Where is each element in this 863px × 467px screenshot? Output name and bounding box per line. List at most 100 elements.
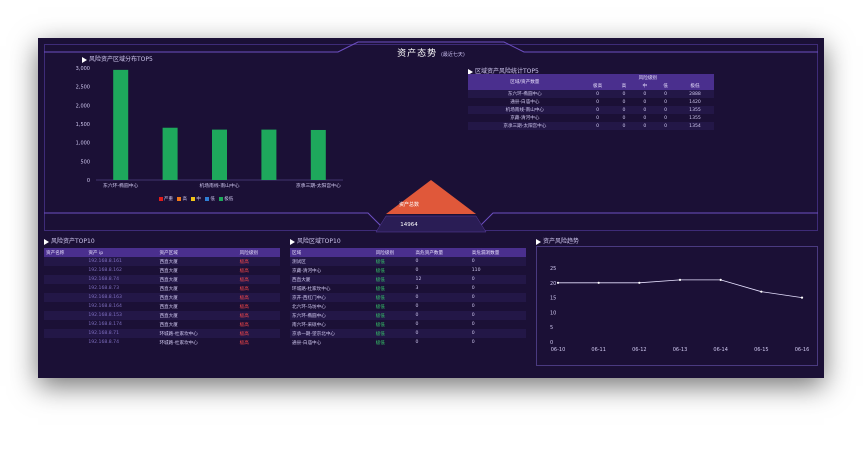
- table-cell: 0: [469, 302, 526, 311]
- region-risk-stats-title: 区域资产风险统计TOP5: [468, 66, 539, 75]
- table-cell: 极低: [373, 320, 414, 329]
- col-level: 中: [634, 82, 656, 90]
- bar: [162, 127, 178, 180]
- table-row[interactable]: 通县-白庙中心 极低 0 0: [290, 338, 526, 347]
- table-row[interactable]: 192.168.8.163 西直大厦 极高: [44, 293, 280, 302]
- table-cell: 0: [634, 98, 656, 106]
- page-title: 资产态势 (最近七天): [397, 49, 465, 59]
- table-cell: 极低: [373, 302, 414, 311]
- table-row[interactable]: 京承一期-望京北中心 极低 0 0: [290, 329, 526, 338]
- legend-label: 低: [210, 197, 215, 202]
- table-row[interactable]: 192.168.8.161 西直大厦 极高: [44, 257, 280, 266]
- table-row[interactable]: 192.168.8.74 西直大厦 极高: [44, 275, 280, 284]
- col-region: 区域/资产数量: [468, 74, 582, 90]
- asset-total-pyramid: [375, 180, 487, 233]
- table-cell: 192.168.8.163: [86, 293, 158, 302]
- table-row[interactable]: 京藏-清河中心 0 0 0 0 1355: [468, 114, 714, 122]
- table-cell: 0: [413, 311, 470, 320]
- table-cell: 0: [655, 106, 676, 114]
- table-row[interactable]: 机场南线-南山中心 0 0 0 0 1355: [468, 106, 714, 114]
- table-cell: 极低: [373, 284, 414, 293]
- table-cell: 1355: [676, 114, 714, 122]
- table-row[interactable]: 192.168.8.71 环城路-杜家坎中心 极高: [44, 329, 280, 338]
- table-cell: 极高: [237, 320, 280, 329]
- table-row[interactable]: 京开-西红门中心 极低 0 0: [290, 293, 526, 302]
- risk-region-title: 风险资产区域分布TOP5: [82, 54, 153, 63]
- table-row[interactable]: 环城路-杜家坎中心 极低 3 0: [290, 284, 526, 293]
- table-row[interactable]: 通县-白庙中心 0 0 0 0 1420: [468, 98, 714, 106]
- table-cell: 0: [613, 122, 635, 130]
- y-tick-label: 1,000: [76, 141, 90, 147]
- asset-risk-trend-title: 资产风险趋势: [536, 236, 579, 245]
- table-row[interactable]: 西直大厦 极低 12 0: [290, 275, 526, 284]
- table-cell: 0: [581, 90, 614, 98]
- table-cell: 0: [581, 98, 614, 106]
- table-cell: 极低: [373, 293, 414, 302]
- table-cell: 192.168.8.162: [86, 266, 158, 275]
- table-cell: 极高: [237, 284, 280, 293]
- table-cell: 0: [413, 302, 470, 311]
- table-cell: 北六环-马坊中心: [290, 302, 374, 311]
- table-cell: 1420: [676, 98, 714, 106]
- y-tick-label: 2,000: [76, 103, 90, 109]
- table-cell: 0: [469, 311, 526, 320]
- table-row[interactable]: 东六环-椭圆中心 极低 0 0: [290, 311, 526, 320]
- table-cell: 0: [469, 338, 526, 347]
- table-cell: 0: [469, 293, 526, 302]
- table-cell: 环城路-杜家坎中心: [290, 284, 374, 293]
- trend-chart-frame: [536, 246, 818, 366]
- table-cell: 0: [413, 320, 470, 329]
- table-row[interactable]: 测试区 极低 0 0: [290, 257, 526, 266]
- table-row[interactable]: 东六环-椭圆中心 0 0 0 0 2888: [468, 90, 714, 98]
- trend-point: [638, 281, 641, 284]
- table-cell: 极低: [373, 257, 414, 266]
- legend-swatch-critical: [159, 196, 163, 201]
- table-cell: 极低: [373, 275, 414, 284]
- table-cell: 2888: [676, 90, 714, 98]
- table-cell: [44, 257, 87, 266]
- legend-label: 严重: [164, 197, 173, 202]
- table-cell: 3: [413, 284, 470, 293]
- table-row[interactable]: 192.168.8.174 西直大厦 极高: [44, 320, 280, 329]
- table-row[interactable]: 192.168.8.162 西直大厦 极高: [44, 266, 280, 275]
- table-cell: 0: [655, 98, 676, 106]
- bar: [212, 129, 227, 180]
- table-cell: 极高: [237, 302, 280, 311]
- risk-asset-table: 资产名称 资产 ip 资产区域 风险级别 192.168.8.161 西直大厦 极高…: [44, 248, 280, 347]
- table-cell: 1354: [676, 122, 714, 130]
- table-cell: 西直大厦: [157, 302, 238, 311]
- table-cell: 192.168.8.73: [86, 284, 158, 293]
- table-row[interactable]: 192.168.8.164 西直大厦 极高: [44, 302, 280, 311]
- trend-point: [800, 296, 804, 299]
- table-cell: 0: [581, 114, 614, 122]
- table-row[interactable]: 京藏-清河中心 极低 0 110: [290, 266, 526, 275]
- asset-total-label: 资产总数: [398, 202, 419, 208]
- col-asset-region: 资产区域: [157, 248, 238, 257]
- table-row[interactable]: 南六环-采硕中心 极低 0 0: [290, 320, 526, 329]
- table-cell: 192.168.8.74: [86, 275, 158, 284]
- table-cell: 测试区: [290, 257, 374, 266]
- table-cell: 0: [634, 90, 656, 98]
- table-row[interactable]: 192.168.8.153 西直大厦 极高: [44, 311, 280, 320]
- table-row[interactable]: 北六环-马坊中心 极低 0 0: [290, 302, 526, 311]
- table-row[interactable]: 京承三期-太阳宫中心 0 0 0 0 1354: [468, 122, 714, 130]
- table-cell: [44, 320, 87, 329]
- table-cell: 0: [469, 284, 526, 293]
- bar: [261, 129, 277, 180]
- table-cell: 0: [613, 98, 635, 106]
- table-cell: 192.168.8.164: [86, 302, 158, 311]
- table-cell: 192.168.8.71: [86, 329, 158, 338]
- legend-swatch-high: [177, 196, 182, 201]
- table-cell: [44, 284, 87, 293]
- table-cell: 极高: [237, 266, 280, 275]
- table-cell: 0: [413, 338, 470, 347]
- table-row[interactable]: 192.168.8.74 环城路-杜家坎中心 极高: [44, 338, 280, 347]
- table-cell: 0: [634, 114, 656, 122]
- table-cell: 0: [413, 257, 470, 266]
- col-asset-name: 资产名称: [44, 248, 87, 257]
- table-cell: 西直大厦: [157, 284, 238, 293]
- table-cell: [44, 275, 87, 284]
- table-cell: 0: [581, 106, 614, 114]
- trend-point: [678, 278, 682, 281]
- table-row[interactable]: 192.168.8.73 西直大厦 极高: [44, 284, 280, 293]
